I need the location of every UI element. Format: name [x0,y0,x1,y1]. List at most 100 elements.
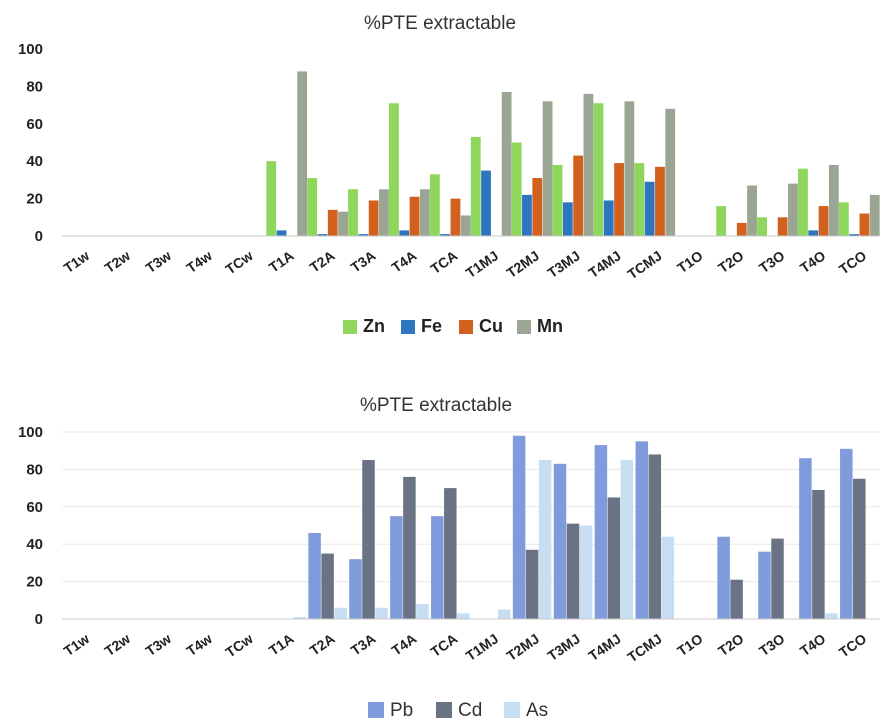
bar-cd-tcmj [648,454,662,619]
bar-zn-tcmj [634,163,645,236]
x-tick-label: T4O [797,247,829,276]
bar-mn-t2o [747,185,757,236]
legend-label-as: As [526,700,548,721]
chart-title: %PTE extractable [364,13,516,34]
bar-as-t2mj [538,460,552,619]
x-tick-label: T3A [348,630,379,658]
bar-cd-t3a [362,460,375,619]
x-tick-label: T4MJ [585,247,624,281]
bar-cu-t2mj [532,178,543,236]
bar-zn-t4a [389,103,399,236]
x-tick-label: T4A [389,630,420,658]
x-tick-label: TCMJ [624,247,664,282]
x-tick-label: T2O [715,247,747,276]
y-tick-label: 80 [26,461,43,478]
x-tick-label: T4O [797,630,829,659]
bar-as-t3mj [579,525,593,619]
legend-swatch-as [504,702,520,718]
legend-swatch-cd [436,702,452,718]
x-tick-label: T4MJ [585,630,624,664]
bar-pb-tcmj [635,441,649,619]
bar-mn-t4mj [624,101,635,236]
bar-fe-t3a [358,234,369,236]
x-tick-label: T1O [674,630,706,659]
bar-zn-t2o [716,206,727,236]
bar-mn-tcmj [665,108,676,236]
y-tick-label: 80 [26,78,43,95]
y-tick-label: 20 [26,191,43,208]
chart-top: %PTE extractable 0 20 40 60 80 100 T1w T2w T3w T… [18,13,880,336]
bar-zn-t4o [798,168,808,236]
x-tick-label: T3MJ [544,247,583,281]
y-tick-label: 100 [18,41,43,58]
x-tick-label: T3O [756,630,788,659]
bar-cu-t2a [327,209,338,236]
y-tick-label: 40 [26,153,43,170]
y-tick-label: 0 [35,611,43,628]
chart-bottom: %PTE extractable 0 20 40 60 80 100 T1w T2w T3w T… [18,395,880,721]
bar-as-t4a [416,604,429,619]
bar-pb-t2mj [512,435,526,619]
x-tick-label: TCMJ [624,630,664,665]
bar-fe-t1mj [481,170,491,236]
bar-cu-t3o [777,217,788,236]
bar-cu-t4mj [614,163,624,236]
y-tick-label: 60 [26,116,43,133]
x-tick-label: TCO [836,630,869,660]
bar-cu-t3mj [573,155,584,236]
bar-mn-t3o [788,183,798,236]
x-tick-label: T1MJ [463,630,502,664]
x-tick-label: T2A [307,630,338,658]
bar-pb-t3mj [553,463,567,619]
bar-fe-t4mj [603,200,614,236]
y-tick-label: 20 [26,574,43,591]
bar-cu-t3a [368,200,379,236]
bar-as-t3a [375,607,388,619]
y-tick-label: 100 [18,424,43,441]
bar-zn-tco [838,202,849,236]
bar-mn-t3mj [583,93,594,236]
bar-zn-t3a [348,189,358,236]
bar-mn-t4o [828,164,839,236]
bar-mn-t1a [297,71,308,236]
x-tick-label: T4w [183,630,215,659]
bar-mn-t3a [379,189,389,236]
x-tick-label: T3MJ [544,630,583,664]
bar-mn-tco [869,194,880,236]
bar-as-t1mj [497,609,511,619]
bar-cd-t4a [403,476,416,619]
bar-as-tcmj [661,536,675,619]
x-tick-label: T3A [348,247,379,275]
legend-label-zn: Zn [363,316,385,336]
legend-label-cu: Cu [479,316,503,336]
bar-cd-t3mj [566,523,580,619]
bar-zn-t1a [266,161,277,236]
x-tick-label: T4A [389,247,420,275]
bar-fe-tco [849,234,860,236]
bar-cu-tca [450,198,461,236]
legend-label-mn: Mn [537,316,563,336]
bar-pb-t4o [799,458,812,619]
x-tick-label: T2O [715,630,747,659]
bar-fe-t2a [317,234,328,236]
x-tick-label: T2A [307,247,338,275]
x-tick-label: T2w [102,630,134,659]
bar-cd-t4o [812,489,825,619]
x-tick-label: TCw [222,247,255,277]
bar-mn-tca [460,215,471,236]
y-tick-label: 60 [26,499,43,516]
legend-swatch-zn [343,320,357,334]
bar-cu-tco [859,213,870,236]
bar-zn-t3o [757,217,767,236]
bar-cu-t4a [409,196,420,236]
bar-pb-t2a [308,532,321,619]
bar-fe-t3mj [562,202,573,236]
bar-pb-tca [431,516,444,619]
legend-label-cd: Cd [458,700,482,721]
bar-cu-t4o [818,206,829,236]
x-tick-label: TCw [222,630,255,660]
bar-cd-t2a [321,553,334,619]
bar-zn-t3mj [552,164,563,236]
bar-pb-t3o [758,551,771,619]
legend-label-pb: Pb [390,700,413,721]
